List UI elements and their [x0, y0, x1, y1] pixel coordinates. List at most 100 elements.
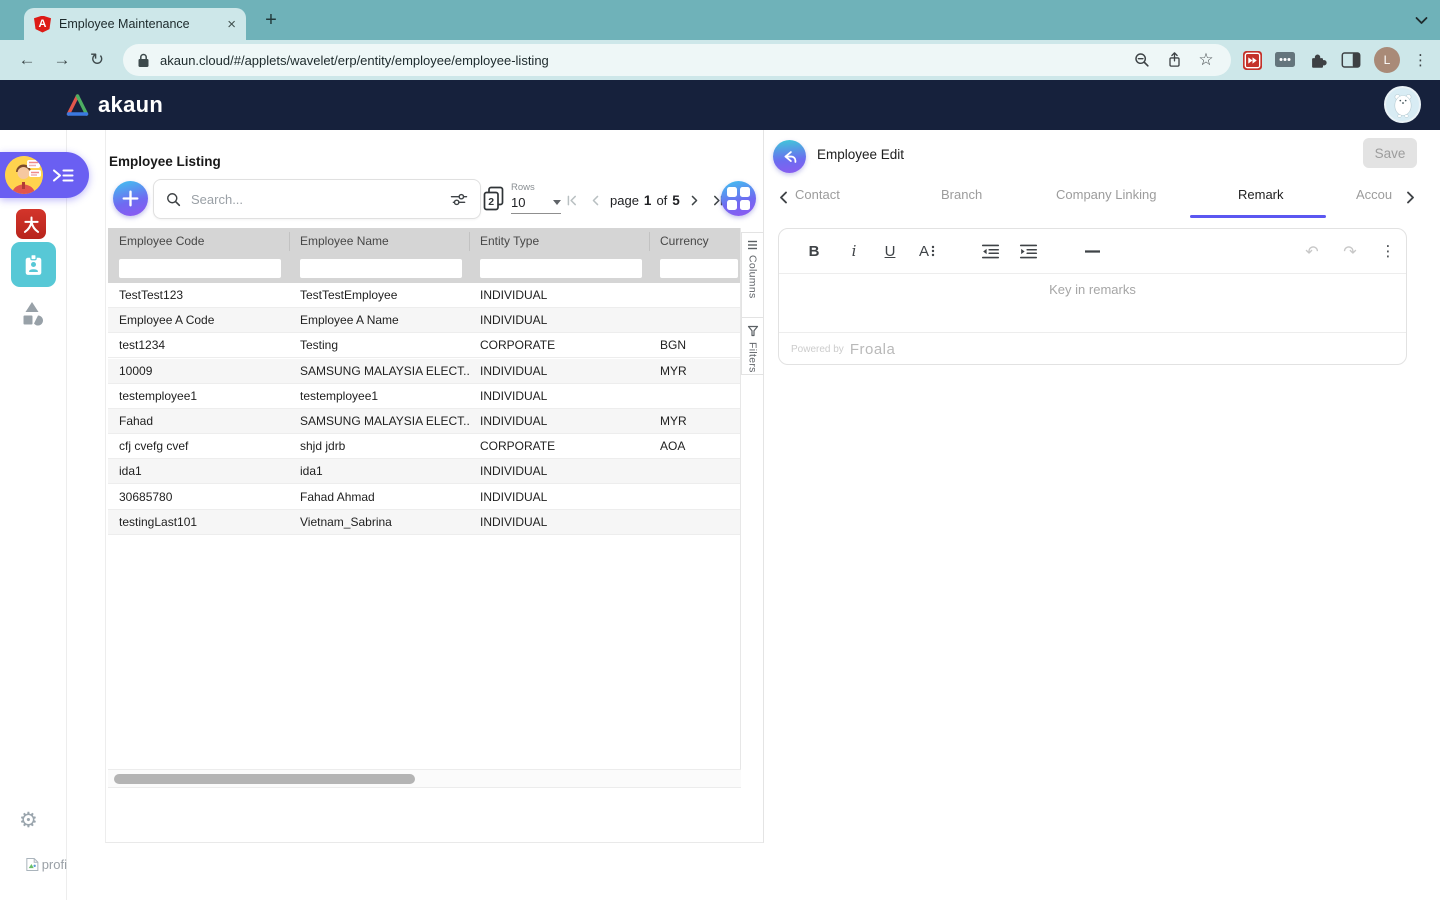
filters-toggle[interactable]: Filters: [741, 317, 764, 375]
more-text-button[interactable]: A: [914, 238, 940, 264]
share-icon[interactable]: [1163, 49, 1185, 71]
table-row[interactable]: test1234 Testing CORPORATE BGN: [108, 333, 741, 358]
tab-company-linking[interactable]: Company Linking: [1056, 187, 1157, 202]
filter-input-currency[interactable]: [660, 259, 738, 278]
column-header-entity-type[interactable]: Entity Type: [480, 233, 540, 248]
column-header-employee-code[interactable]: Employee Code: [119, 233, 205, 248]
search-input[interactable]: [189, 190, 442, 208]
page-title: Employee Listing: [109, 154, 221, 169]
italic-button[interactable]: i: [851, 242, 857, 260]
table-row[interactable]: cfj cvefg cvef shjd jdrb CORPORATE AOA: [108, 434, 741, 459]
app-navbar: akaun: [0, 80, 1440, 130]
table-row[interactable]: 30685780 Fahad Ahmad INDIVIDUAL: [108, 485, 741, 510]
back-button[interactable]: [773, 140, 806, 173]
broken-profile-image[interactable]: profi: [25, 857, 67, 872]
undo-icon[interactable]: ↶: [1305, 241, 1319, 261]
tabs-scroll-left-icon[interactable]: [775, 189, 791, 205]
table-row[interactable]: ida1 ida1 INDIVIDUAL: [108, 459, 741, 484]
table-header: Employee Code Employee Name Entity Type …: [108, 228, 741, 283]
bold-button[interactable]: B: [808, 242, 820, 260]
cell-employee-name: Testing: [300, 338, 339, 352]
duplicate-pages-icon[interactable]: 2: [482, 186, 505, 212]
browser-profile-avatar[interactable]: L: [1374, 47, 1400, 73]
first-page-icon[interactable]: [564, 192, 580, 208]
add-employee-button[interactable]: [113, 181, 148, 216]
remarks-placeholder[interactable]: Key in remarks: [1049, 282, 1136, 297]
table-row[interactable]: testemployee1 testemployee1 INDIVIDUAL: [108, 384, 741, 409]
page-total: 5: [672, 192, 680, 208]
redo-icon[interactable]: ↷: [1343, 241, 1357, 261]
tab-close-icon[interactable]: ×: [227, 15, 236, 33]
page-word: page: [610, 192, 639, 208]
side-panel-icon[interactable]: [1341, 51, 1361, 69]
browser-tab[interactable]: A Employee Maintenance ×: [24, 8, 246, 40]
reload-icon[interactable]: ↻: [89, 50, 105, 70]
tab-account[interactable]: Accou: [1356, 187, 1393, 202]
filter-input-entity-type[interactable]: [480, 259, 642, 278]
tabs-scroll-right-icon[interactable]: [1402, 189, 1418, 205]
zoom-icon[interactable]: [1131, 49, 1153, 71]
cell-employee-code: testemployee1: [119, 389, 198, 403]
browser-tab-title: Employee Maintenance: [59, 17, 190, 31]
columns-toggle[interactable]: Columns: [741, 232, 764, 318]
tab-remark[interactable]: Remark: [1238, 187, 1284, 202]
applet-avatar: [5, 156, 43, 194]
cell-employee-name: shjd jdrb: [300, 439, 346, 453]
dropdown-caret-icon: [553, 200, 561, 205]
indent-icon[interactable]: [1015, 238, 1041, 264]
table-row[interactable]: Employee A Code Employee A Name INDIVIDU…: [108, 308, 741, 333]
next-page-icon[interactable]: [687, 192, 703, 208]
cell-entity-type: INDIVIDUAL: [480, 464, 548, 478]
rows-value: 10: [511, 195, 526, 210]
forward-icon[interactable]: →: [53, 50, 71, 69]
horizontal-rule-icon[interactable]: [1079, 238, 1105, 264]
save-button[interactable]: Save: [1363, 138, 1417, 168]
url-text[interactable]: akaun.cloud/#/applets/wavelet/erp/entity…: [160, 52, 549, 68]
captions-extension-icon[interactable]: [1275, 52, 1295, 68]
cell-entity-type: INDIVIDUAL: [480, 288, 548, 302]
underline-button[interactable]: U: [884, 242, 896, 260]
cell-currency: [649, 283, 741, 307]
sidebar-active-applet-pill[interactable]: [0, 152, 89, 198]
grid-view-button[interactable]: [721, 181, 756, 216]
broken-image-alt-text: profi: [41, 857, 67, 872]
more-options-icon[interactable]: ⋮: [1380, 242, 1396, 260]
new-tab-button[interactable]: +: [265, 8, 277, 31]
tab-search-chevron-icon[interactable]: [1415, 16, 1428, 25]
sidebar-applet-da-icon[interactable]: [16, 209, 46, 239]
user-avatar[interactable]: [1384, 86, 1421, 123]
sidebar-applet-employee-badge-icon[interactable]: [11, 242, 56, 287]
fastforward-extension-icon[interactable]: [1243, 50, 1262, 70]
table-row[interactable]: 10009 SAMSUNG MALAYSIA ELECT... INDIVIDU…: [108, 359, 741, 384]
rows-per-page-select[interactable]: Rows 10: [511, 182, 561, 214]
extensions-puzzle-icon[interactable]: [1308, 50, 1328, 70]
filter-input-employee-code[interactable]: [119, 259, 281, 278]
cell-employee-code: cfj cvefg cvef: [119, 439, 189, 453]
scrollbar-thumb[interactable]: [114, 774, 415, 784]
cell-currency: BGN: [660, 338, 687, 352]
page-indicator: page 1 of 5: [610, 193, 680, 208]
tab-contact[interactable]: Contact: [795, 187, 840, 202]
bookmark-star-icon[interactable]: ☆: [1198, 50, 1214, 70]
column-header-employee-name[interactable]: Employee Name: [300, 233, 389, 248]
back-icon[interactable]: ←: [18, 50, 36, 69]
browser-menu-icon[interactable]: ⋮: [1413, 51, 1428, 69]
lock-icon: [138, 53, 149, 67]
url-bar[interactable]: akaun.cloud/#/applets/wavelet/erp/entity…: [123, 44, 1231, 76]
column-header-currency[interactable]: Currency: [660, 233, 709, 248]
filter-input-employee-name[interactable]: [300, 259, 462, 278]
settings-gear-icon[interactable]: ⚙: [19, 808, 38, 832]
tab-branch[interactable]: Branch: [941, 187, 983, 202]
table-row[interactable]: testingLast101 Vietnam_Sabrina INDIVIDUA…: [108, 510, 741, 535]
outdent-icon[interactable]: [977, 238, 1003, 264]
table-horizontal-scrollbar[interactable]: [108, 769, 741, 788]
cell-employee-code: ida1: [119, 464, 142, 478]
prev-page-icon[interactable]: [587, 192, 603, 208]
table-row[interactable]: TestTest123 TestTestEmployee INDIVIDUAL: [108, 283, 741, 308]
cell-currency: [649, 308, 741, 332]
collapse-menu-icon: [52, 168, 74, 182]
filter-icon[interactable]: [450, 192, 468, 207]
sidebar-applet-shapes-icon[interactable]: [18, 300, 46, 329]
table-row[interactable]: Fahad SAMSUNG MALAYSIA ELECT... INDIVIDU…: [108, 409, 741, 434]
